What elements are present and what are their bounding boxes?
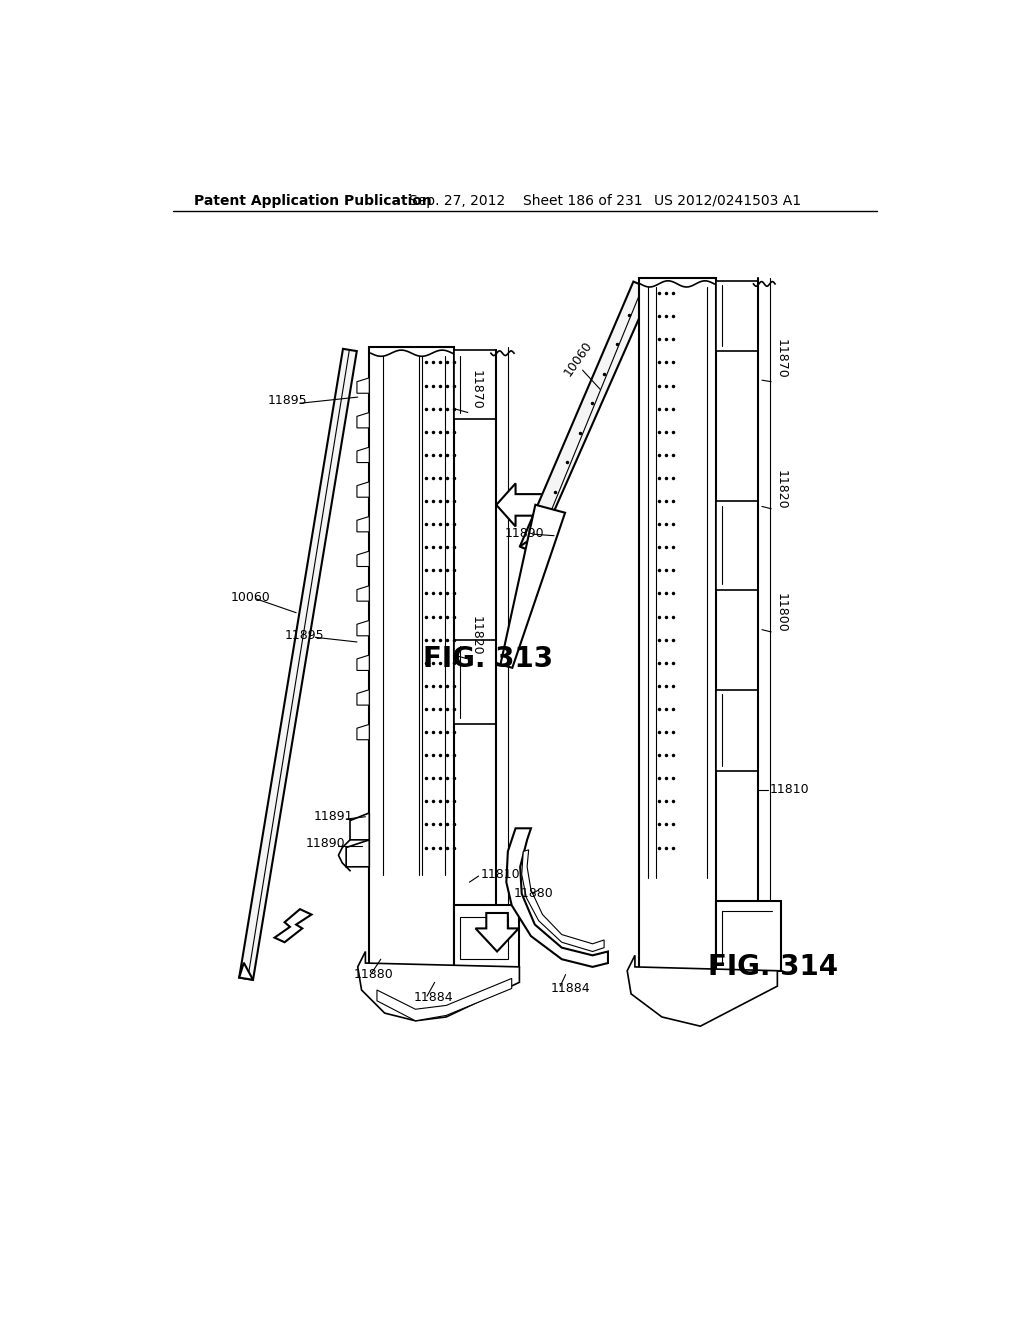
Polygon shape (357, 620, 370, 636)
Polygon shape (454, 640, 497, 725)
Text: Sep. 27, 2012: Sep. 27, 2012 (410, 194, 506, 207)
Text: 11880: 11880 (354, 968, 393, 981)
Polygon shape (497, 483, 543, 527)
Text: 10060: 10060 (230, 591, 270, 603)
Polygon shape (454, 906, 519, 966)
Text: FIG. 313: FIG. 313 (423, 645, 553, 673)
Polygon shape (716, 689, 758, 771)
Text: 11870: 11870 (469, 370, 482, 409)
Text: 11880: 11880 (513, 887, 553, 900)
Text: 11890: 11890 (505, 527, 545, 540)
Polygon shape (274, 909, 311, 942)
Polygon shape (628, 956, 777, 1026)
Polygon shape (521, 850, 604, 952)
Text: 11895: 11895 (267, 395, 307, 408)
Text: 11870: 11870 (774, 339, 787, 379)
Polygon shape (357, 586, 370, 601)
Text: US 2012/0241503 A1: US 2012/0241503 A1 (654, 194, 802, 207)
Polygon shape (475, 913, 518, 952)
Polygon shape (506, 829, 608, 966)
Polygon shape (357, 552, 370, 566)
Polygon shape (520, 281, 652, 553)
Text: 11820: 11820 (469, 616, 482, 656)
Text: 11820: 11820 (774, 470, 787, 510)
Text: 11891: 11891 (313, 810, 353, 824)
Text: 11884: 11884 (550, 982, 590, 995)
Polygon shape (501, 504, 565, 668)
Text: 11890: 11890 (306, 837, 346, 850)
Polygon shape (357, 725, 370, 739)
Polygon shape (346, 840, 370, 867)
Text: Patent Application Publication: Patent Application Publication (195, 194, 432, 207)
Polygon shape (460, 917, 508, 960)
Polygon shape (716, 281, 758, 351)
Text: 11884: 11884 (414, 991, 454, 1005)
Polygon shape (350, 813, 370, 840)
Text: 11810: 11810 (770, 783, 809, 796)
Polygon shape (357, 516, 370, 532)
Polygon shape (240, 348, 356, 979)
Polygon shape (240, 962, 253, 979)
Polygon shape (357, 412, 370, 428)
Text: 11810: 11810 (481, 869, 520, 880)
Polygon shape (357, 655, 370, 671)
Polygon shape (357, 689, 370, 705)
Polygon shape (377, 978, 512, 1020)
Text: FIG. 314: FIG. 314 (708, 953, 839, 981)
Text: Sheet 186 of 231: Sheet 186 of 231 (523, 194, 643, 207)
Polygon shape (357, 482, 370, 498)
Text: 10060: 10060 (562, 339, 595, 379)
Polygon shape (716, 902, 781, 970)
Polygon shape (639, 277, 716, 970)
Text: 11800: 11800 (774, 593, 787, 632)
Polygon shape (520, 537, 536, 553)
Polygon shape (370, 347, 454, 966)
Text: 11895: 11895 (285, 630, 325, 643)
Polygon shape (357, 952, 519, 1020)
Polygon shape (357, 447, 370, 462)
Polygon shape (716, 502, 758, 590)
Polygon shape (454, 350, 497, 420)
Polygon shape (357, 378, 370, 393)
